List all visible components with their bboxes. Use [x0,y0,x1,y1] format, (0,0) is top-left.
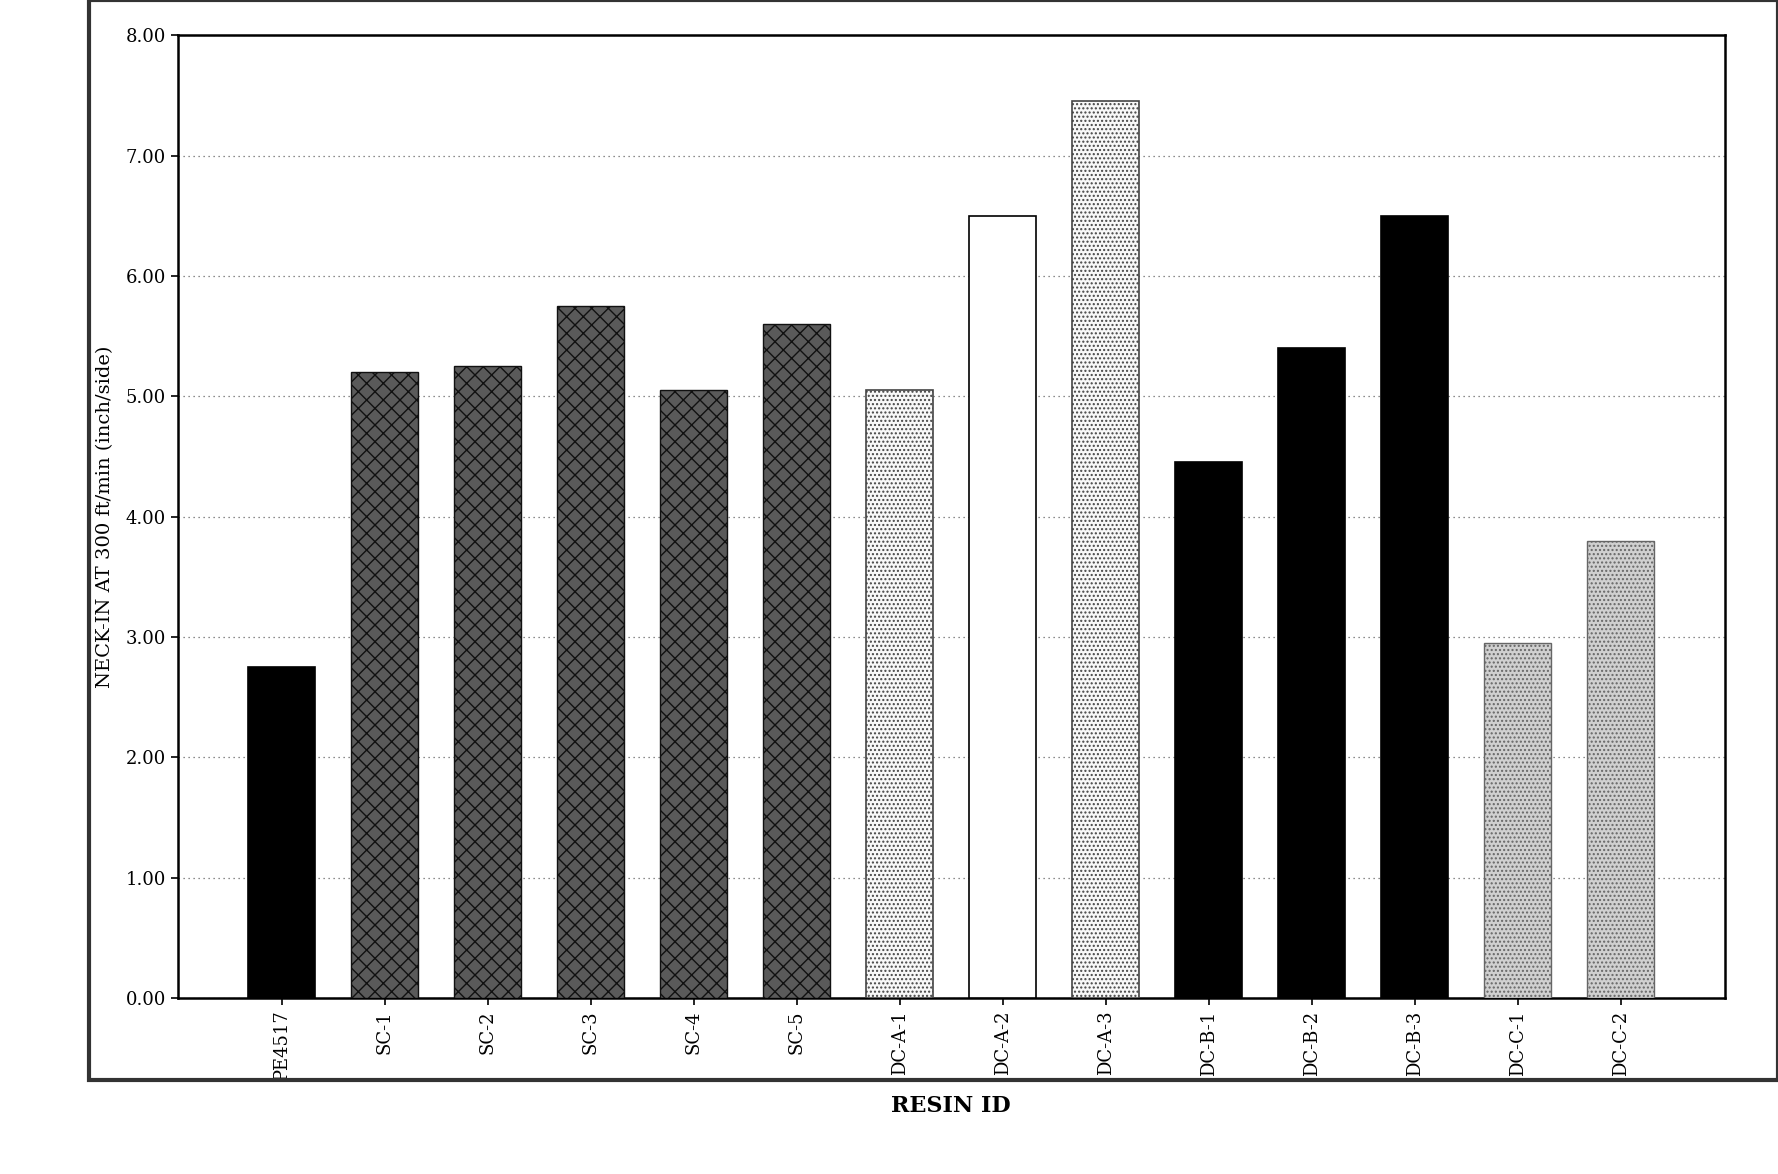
Bar [1278,348,1346,998]
Bar [1485,643,1552,998]
Bar [1175,463,1243,998]
Bar [969,216,1037,998]
Bar [763,324,830,998]
X-axis label: RESIN ID: RESIN ID [891,1095,1012,1116]
Bar [453,366,521,998]
Bar [1382,216,1449,998]
Bar [350,372,418,998]
Bar [1588,540,1654,998]
Bar [557,306,624,998]
Bar [660,390,727,998]
Bar [866,390,933,998]
Bar [1072,101,1140,998]
Bar [249,667,315,998]
Y-axis label: NECK-IN AT 300 ft/min (inch/side): NECK-IN AT 300 ft/min (inch/side) [96,345,114,688]
